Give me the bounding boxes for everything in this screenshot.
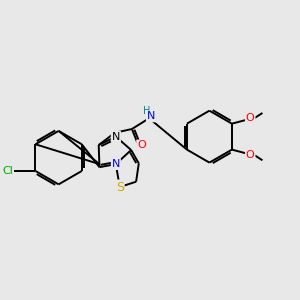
Text: N: N bbox=[112, 132, 120, 142]
Text: S: S bbox=[116, 181, 124, 194]
Text: O: O bbox=[137, 140, 146, 150]
Text: Cl: Cl bbox=[2, 166, 13, 176]
Text: H: H bbox=[143, 106, 151, 116]
Text: N: N bbox=[147, 111, 155, 122]
Text: O: O bbox=[246, 150, 255, 160]
Text: O: O bbox=[246, 113, 255, 123]
Text: N: N bbox=[112, 159, 120, 169]
